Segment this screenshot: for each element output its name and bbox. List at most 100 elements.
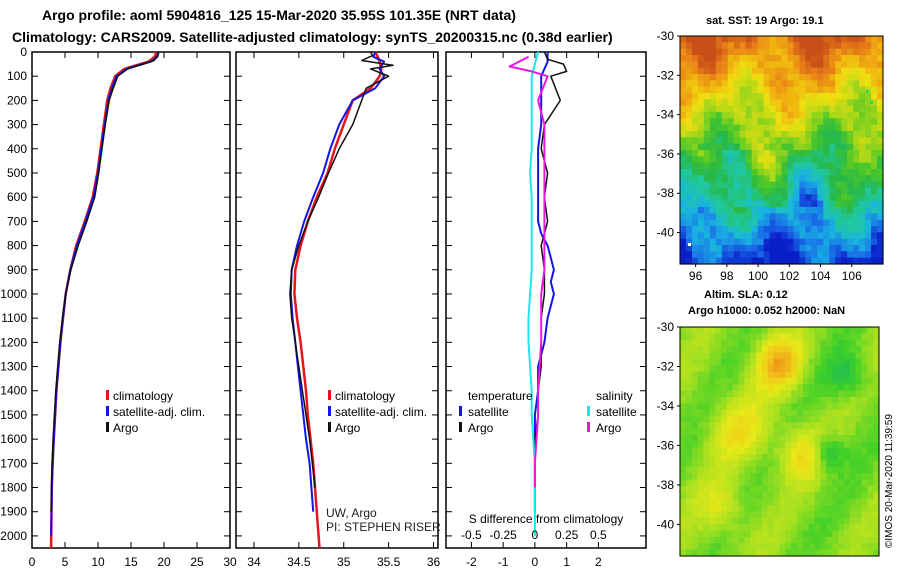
map-cell — [756, 365, 763, 373]
map-cell — [808, 327, 816, 334]
map-cell — [715, 441, 722, 449]
map-cell — [838, 505, 845, 513]
map-cell — [865, 61, 872, 69]
map-cell — [849, 479, 857, 487]
map-cell — [820, 403, 827, 411]
map-cell — [715, 460, 722, 468]
map-cell — [799, 162, 806, 170]
map-cell — [703, 257, 711, 265]
map-cell — [871, 257, 878, 265]
map-cell — [814, 517, 822, 525]
map-cell — [873, 390, 880, 398]
map-cell — [787, 162, 795, 170]
map-cell — [745, 181, 753, 189]
map-cell — [709, 61, 717, 69]
map-cell — [841, 162, 848, 170]
map-cell — [720, 422, 728, 430]
map-cell — [703, 454, 710, 462]
map-cell — [797, 416, 804, 424]
map-cell — [733, 219, 741, 227]
map-cell — [820, 441, 827, 449]
map-cell — [865, 67, 872, 75]
map-cell — [877, 93, 884, 100]
map-cell — [727, 55, 735, 62]
map-cell — [691, 67, 699, 75]
map-cell — [703, 42, 711, 50]
map-cell — [867, 479, 874, 487]
map-cell — [767, 549, 775, 557]
map-cell — [787, 112, 795, 119]
map-cell — [769, 156, 777, 164]
map-cell — [849, 536, 857, 544]
map-cell — [691, 61, 699, 69]
map-cell — [861, 460, 868, 468]
map-cell — [787, 55, 795, 62]
map-cell — [849, 543, 857, 551]
map-cell — [744, 403, 751, 411]
map-cell — [859, 74, 866, 81]
map-cell — [715, 358, 722, 366]
legend-label: satellite — [596, 405, 637, 419]
map-cell — [871, 105, 878, 113]
map-cell — [835, 226, 842, 233]
map-cell — [732, 339, 740, 347]
map-cell — [817, 61, 824, 69]
map-cell — [750, 549, 757, 557]
map-cell — [861, 403, 868, 411]
map-cell — [853, 36, 860, 43]
map-cell — [791, 371, 798, 379]
map-cell — [779, 384, 786, 392]
map-cell — [787, 175, 795, 183]
map-cell — [709, 346, 716, 354]
map-cell — [733, 150, 741, 157]
map-cell — [829, 74, 836, 81]
map-cell — [680, 251, 687, 259]
map-cell — [697, 156, 705, 164]
map-cell — [865, 175, 872, 183]
map-cell — [814, 466, 822, 474]
map-cell — [853, 99, 860, 107]
map-cell — [877, 124, 884, 132]
map-cell — [877, 67, 884, 75]
map-cell — [709, 517, 716, 525]
map-cell — [697, 441, 705, 449]
map-cell — [767, 327, 775, 334]
map-cell — [733, 251, 741, 259]
map-cell — [709, 416, 716, 424]
map-cell — [691, 422, 699, 430]
map-cell — [775, 80, 783, 88]
map-cell — [715, 181, 723, 189]
map-cell — [715, 99, 723, 107]
map-cell — [791, 327, 798, 334]
map-cell — [732, 486, 740, 493]
map-cell — [715, 226, 723, 233]
map-cell — [841, 245, 848, 252]
map-cell — [829, 169, 836, 176]
map-cell — [797, 473, 804, 481]
map-cell — [744, 536, 751, 544]
map-cell — [867, 352, 874, 360]
map-cell — [732, 384, 740, 392]
map-cell — [703, 232, 711, 240]
map-cell — [769, 55, 777, 62]
map-cell — [814, 428, 822, 436]
map-cell — [865, 80, 872, 88]
map-cell — [811, 131, 818, 138]
map-cell — [871, 207, 878, 214]
map-cell — [785, 498, 792, 506]
map-cell — [808, 339, 816, 347]
map-cell — [805, 207, 812, 214]
map-cell — [744, 505, 751, 513]
map-cell — [781, 112, 789, 119]
map-cell — [757, 61, 765, 69]
map-cell — [773, 358, 781, 366]
map-cell — [843, 435, 851, 443]
map-cell — [820, 511, 827, 519]
map-cell — [853, 194, 860, 202]
map-cell — [744, 409, 751, 417]
map-cell — [867, 536, 874, 544]
map-cell — [680, 124, 687, 132]
map-cell — [773, 365, 781, 373]
pi-credit-line: PI: STEPHEN RISER — [326, 520, 441, 534]
map-cell — [761, 486, 769, 493]
